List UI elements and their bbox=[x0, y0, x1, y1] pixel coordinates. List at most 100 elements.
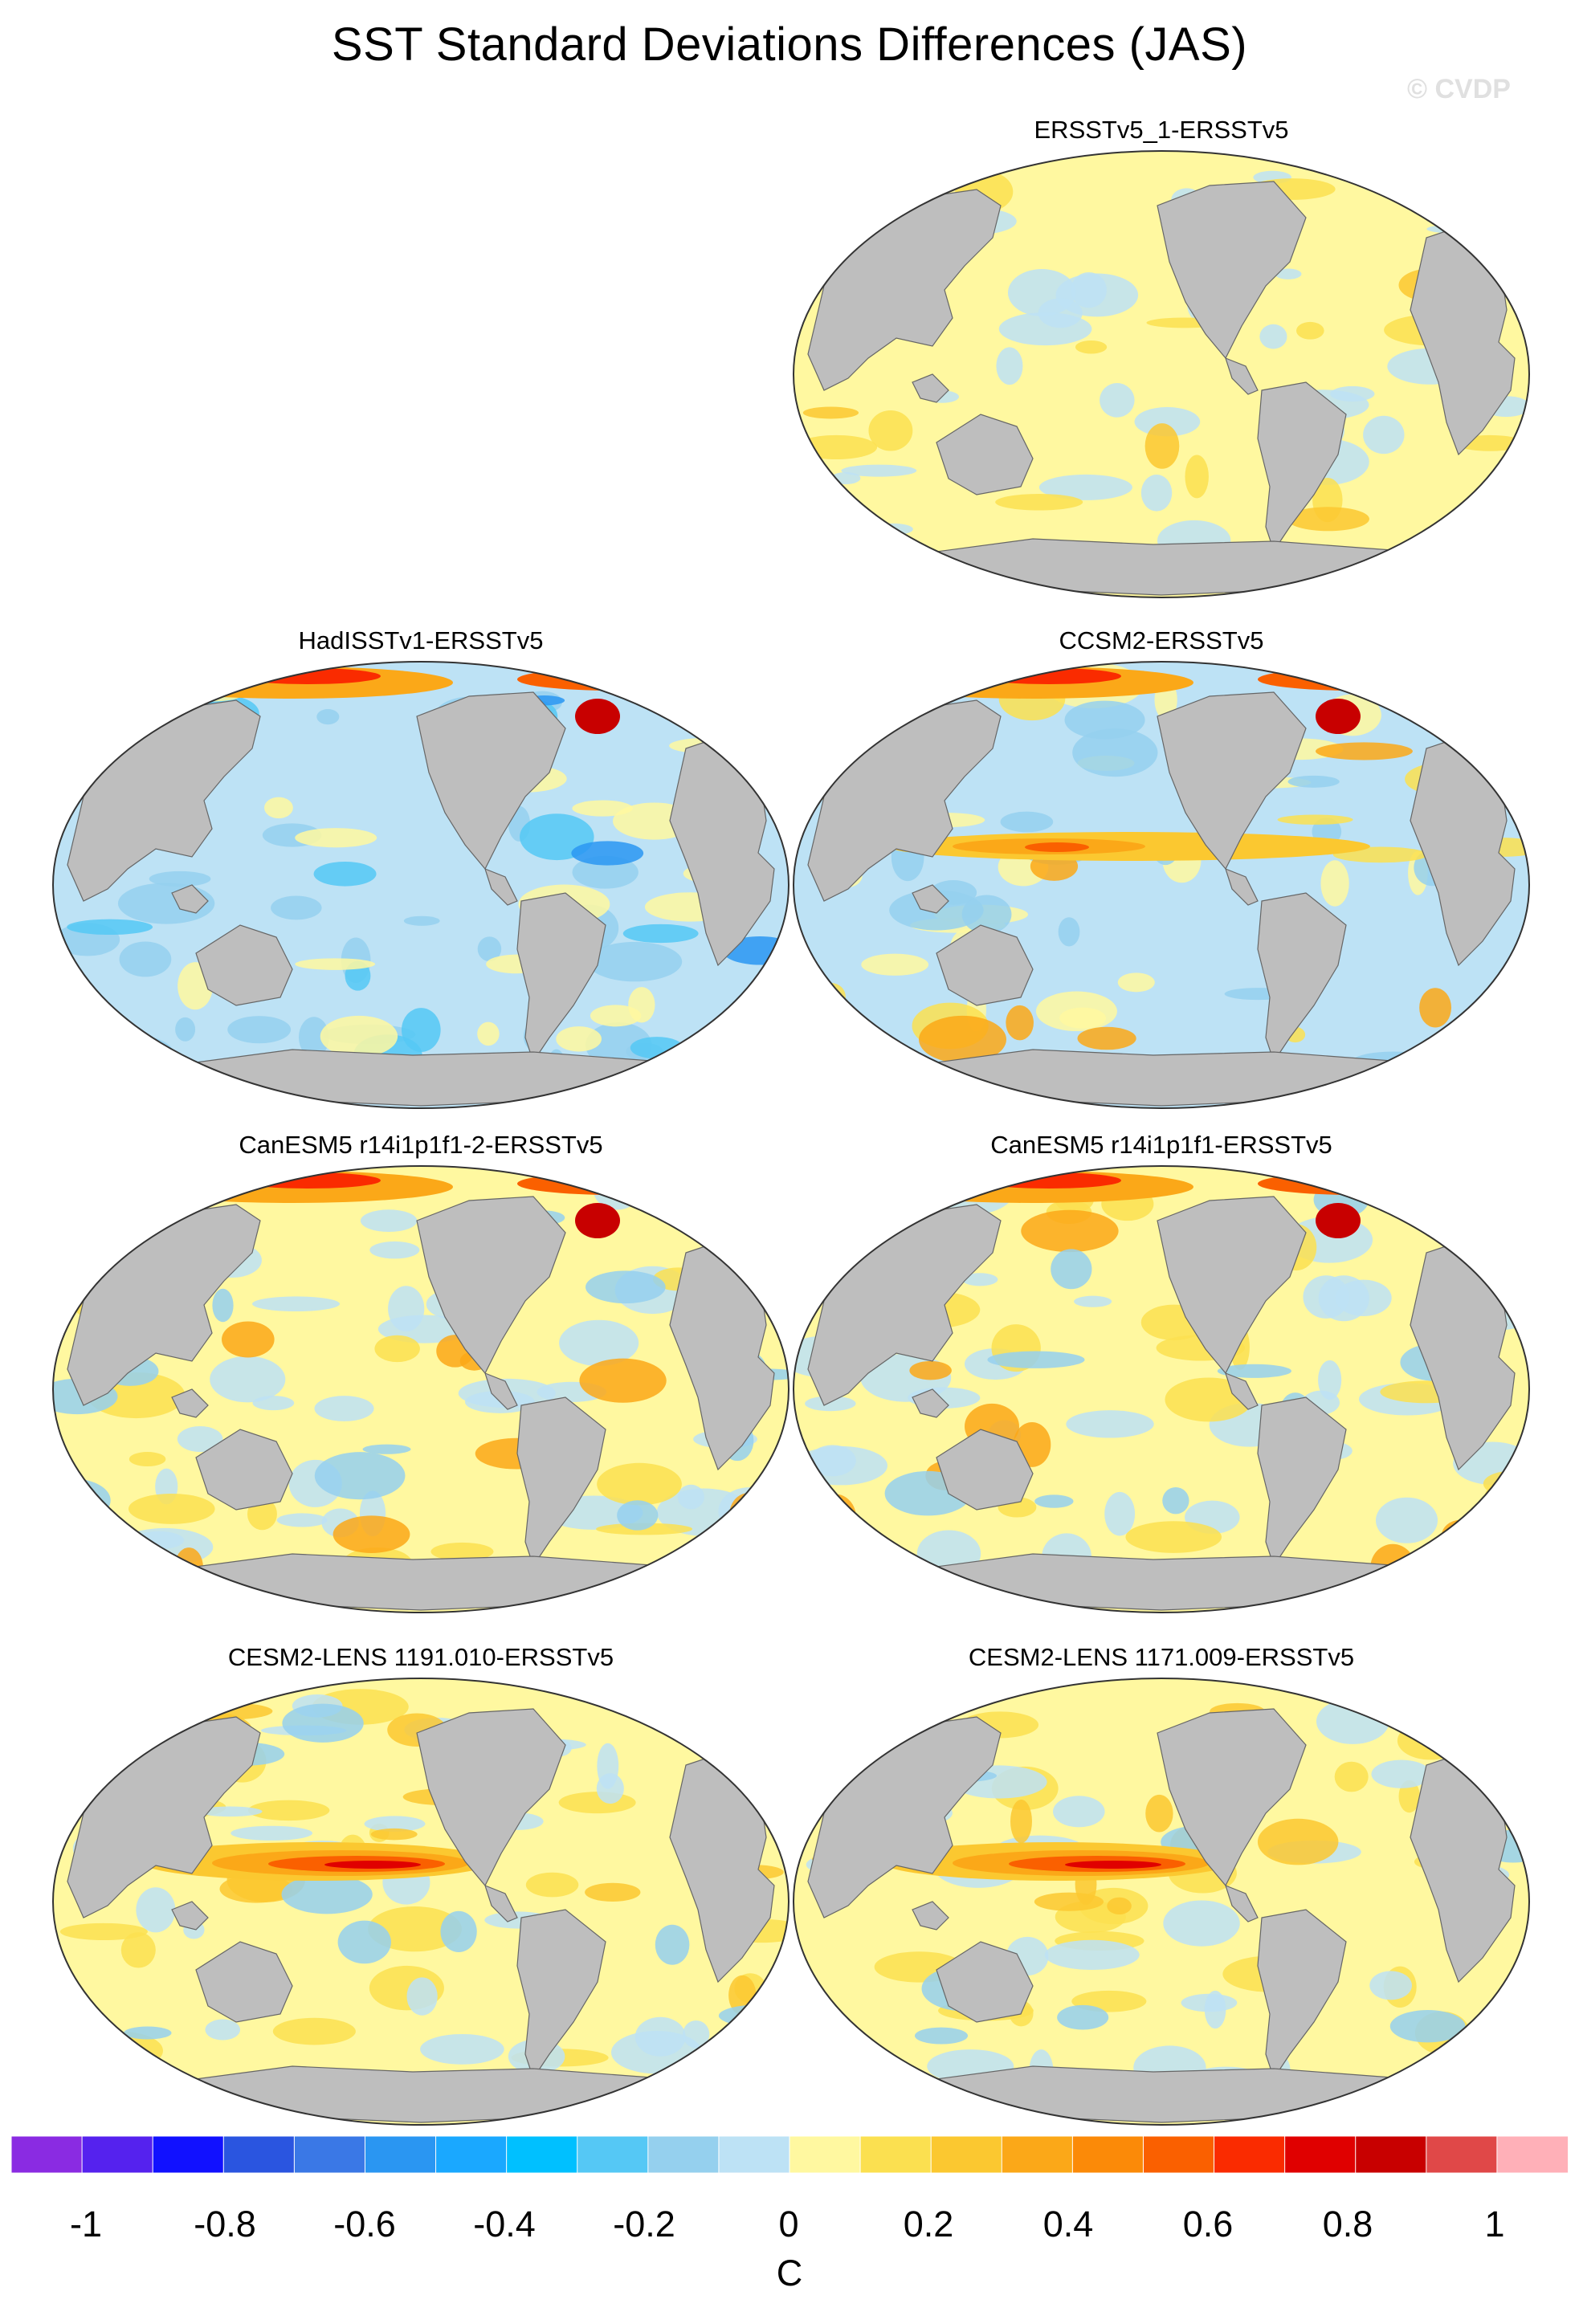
anomaly-patch bbox=[337, 1920, 391, 1964]
map-outline bbox=[792, 1678, 1531, 2126]
anomaly-patch bbox=[1315, 742, 1413, 760]
colorbar-tick-label: 0.6 bbox=[1182, 2204, 1234, 2244]
anomaly-patch bbox=[1330, 385, 1375, 402]
map-panel-6: CESM2-LENS 1191.010-ERSSTv5 bbox=[51, 1643, 790, 2126]
arctic-anomaly bbox=[977, 1172, 1121, 1189]
anomaly-patch bbox=[859, 1197, 902, 1211]
anomaly-patch bbox=[875, 1569, 955, 1608]
colorbar-swatch bbox=[930, 2135, 1003, 2174]
equatorial-anomaly bbox=[324, 1861, 421, 1869]
land-mass bbox=[1225, 1372, 1259, 1410]
anomaly-patch bbox=[1107, 1897, 1132, 1915]
anomaly-patch bbox=[655, 1924, 690, 1965]
anomaly-patch bbox=[795, 434, 878, 460]
colorbar-swatch bbox=[506, 2135, 578, 2174]
land-mass bbox=[1225, 867, 1259, 906]
anomaly-patch bbox=[369, 1241, 420, 1259]
anomaly-patch bbox=[1467, 1696, 1502, 1717]
anomaly-patch bbox=[1397, 1721, 1463, 1760]
anomaly-patch bbox=[525, 1872, 579, 1898]
panel-title: CESM2-LENS 1171.009-ERSSTv5 bbox=[968, 1643, 1355, 1671]
land-mass bbox=[516, 892, 606, 1063]
anomaly-patch bbox=[996, 347, 1023, 385]
anomaly-patch bbox=[1051, 1249, 1092, 1290]
land-mass bbox=[1157, 691, 1307, 870]
equatorial-anomaly bbox=[1065, 1861, 1161, 1869]
anomaly-patch bbox=[579, 1358, 667, 1403]
anomaly-patch bbox=[67, 919, 153, 936]
anomaly-patch bbox=[272, 2017, 356, 2045]
anomaly-patch bbox=[440, 1910, 477, 1952]
anomaly-patch bbox=[276, 1513, 328, 1527]
land-mass bbox=[1257, 1396, 1347, 1568]
panel-title: HadISSTv1-ERSSTv5 bbox=[298, 626, 544, 654]
anomaly-patch bbox=[1185, 455, 1209, 499]
land-mass bbox=[171, 1388, 209, 1418]
anomaly-patch bbox=[53, 1217, 140, 1233]
anomaly-patch bbox=[92, 2068, 182, 2092]
land-mass bbox=[1257, 1909, 1347, 2080]
anomaly-patch bbox=[247, 1800, 330, 1821]
anomaly-patch bbox=[1363, 415, 1405, 455]
anomaly-patch bbox=[794, 2034, 850, 2073]
land-mass bbox=[516, 1396, 606, 1568]
map-panel-7: CESM2-LENS 1171.009-ERSSTv5 bbox=[792, 1643, 1531, 2126]
colorbar-swatch bbox=[1214, 2135, 1286, 2174]
anomaly-patch bbox=[1371, 1759, 1431, 1788]
anomaly-patch bbox=[914, 2027, 969, 2045]
land-mass bbox=[1257, 381, 1347, 552]
colorbar-swatch bbox=[859, 2135, 932, 2174]
map-outline bbox=[51, 1165, 790, 1613]
anomaly-patch bbox=[1075, 340, 1108, 354]
anomaly-patch bbox=[634, 2016, 686, 2057]
panel-title: ERSSTv5_1-ERSSTv5 bbox=[1034, 116, 1289, 144]
anomaly-patch bbox=[1486, 520, 1529, 536]
anomaly-patch bbox=[816, 983, 846, 1012]
anomaly-patch bbox=[559, 1319, 639, 1367]
land-mass bbox=[416, 691, 566, 870]
anomaly-patch bbox=[838, 1555, 884, 1586]
land-mass bbox=[936, 924, 1034, 1006]
land-mass bbox=[195, 1429, 293, 1511]
anomaly-patch bbox=[1006, 1005, 1034, 1041]
arctic-anomaly bbox=[236, 1172, 381, 1189]
anomaly-patch bbox=[281, 1874, 373, 1914]
anomaly-patch bbox=[1479, 191, 1529, 210]
watermark: © CVDP bbox=[1407, 74, 1511, 104]
anomaly-patch bbox=[1402, 533, 1458, 573]
anomaly-patch bbox=[197, 1806, 263, 1817]
land-mass bbox=[910, 538, 1436, 596]
anomaly-patch bbox=[62, 1555, 146, 1593]
colorbar-tick-label: -1 bbox=[69, 2204, 102, 2244]
anomaly-patch bbox=[1414, 2081, 1473, 2115]
colorbar-units: C bbox=[776, 2253, 803, 2293]
anomaly-patch bbox=[597, 1462, 682, 1506]
arctic-anomaly bbox=[1258, 1172, 1450, 1195]
anomaly-patch bbox=[205, 2019, 241, 2041]
anomaly-patch bbox=[622, 923, 699, 944]
anomaly-patch bbox=[420, 2033, 504, 2065]
anomaly-patch bbox=[558, 1792, 636, 1814]
land-mass bbox=[1157, 181, 1307, 360]
anomaly-patch bbox=[1257, 1818, 1339, 1865]
anomaly-patch bbox=[1021, 1209, 1119, 1253]
anomaly-patch bbox=[314, 1452, 406, 1500]
anomaly-patch bbox=[556, 1026, 602, 1052]
anomaly-patch bbox=[709, 1574, 745, 1592]
anomaly-patch bbox=[590, 1005, 642, 1027]
anomaly-patch bbox=[817, 1246, 842, 1267]
anomaly-patch bbox=[1318, 1275, 1369, 1322]
colorbar-tick-label: 0 bbox=[778, 2204, 799, 2244]
land-mass bbox=[910, 2065, 1436, 2123]
anomaly-patch bbox=[1389, 2010, 1466, 2043]
land-mass bbox=[1157, 1196, 1307, 1375]
anomaly-patch bbox=[1369, 1971, 1412, 2000]
anomaly-patch bbox=[1144, 423, 1180, 469]
anomaly-patch bbox=[370, 1828, 418, 1841]
land-mass bbox=[195, 1941, 293, 2023]
panel-title: CanESM5 r14i1p1f1-2-ERSSTv5 bbox=[239, 1131, 603, 1159]
anomaly-patch bbox=[724, 1701, 789, 1721]
anomaly-patch bbox=[1066, 1410, 1154, 1438]
land-mass bbox=[912, 373, 949, 403]
anomaly-patch bbox=[571, 841, 644, 866]
